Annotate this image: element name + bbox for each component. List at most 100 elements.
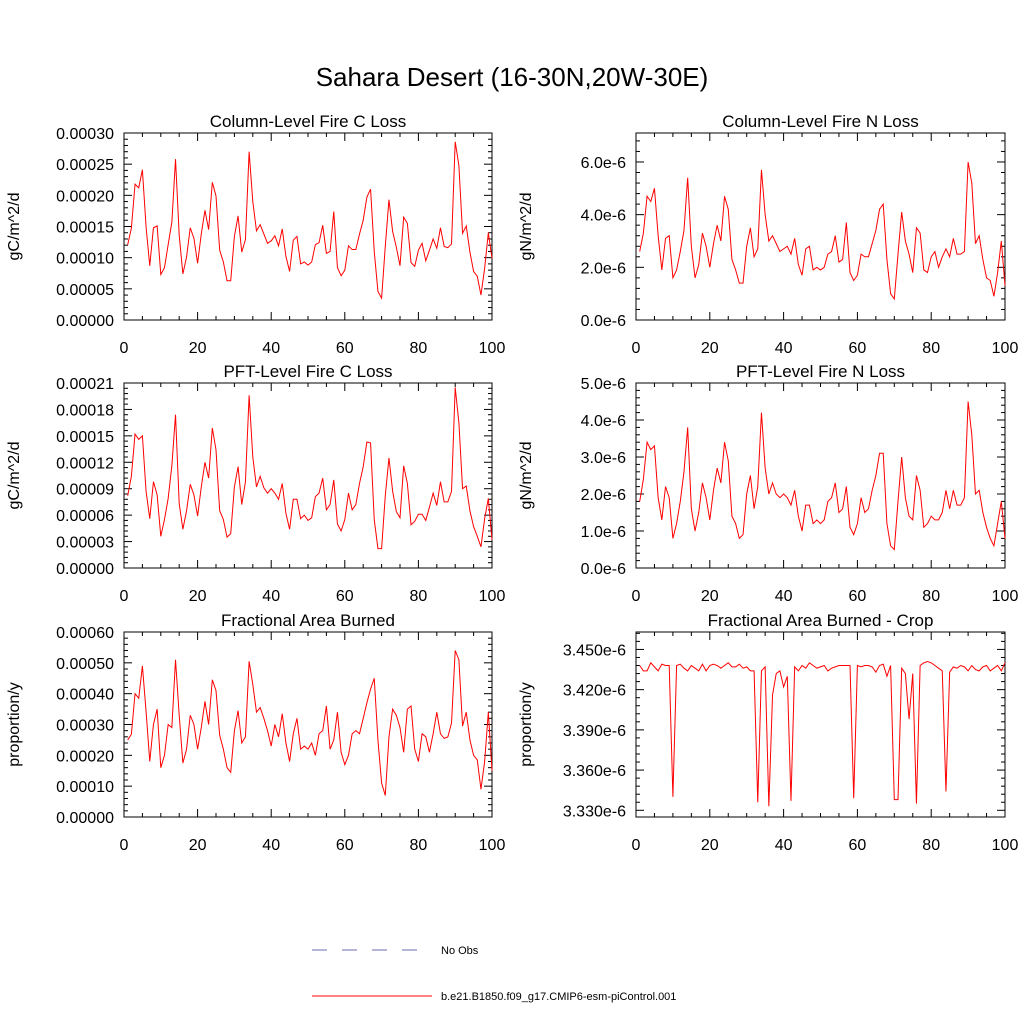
x-tick-label: 20 bbox=[189, 588, 207, 605]
series-line-1 bbox=[127, 387, 493, 550]
x-tick-label: 0 bbox=[632, 340, 641, 357]
y-tick-label: 0.00012 bbox=[56, 455, 114, 472]
y-tick-label: 0.0e-6 bbox=[581, 561, 626, 578]
y-tick-label: 3.390e-6 bbox=[563, 723, 626, 740]
chart-panel-6: Fractional Area Burned - Crop 0 20 40 60 80 10… bbox=[518, 611, 1018, 854]
y-tick-label: 3.330e-6 bbox=[563, 803, 626, 820]
legend-label: b.e21.B1850.f09_g17.CMIP6-esm-piControl.… bbox=[441, 991, 676, 1003]
y-tick-label: 3.420e-6 bbox=[563, 683, 626, 700]
panel-title: Column-Level Fire C Loss bbox=[210, 112, 407, 131]
x-tick-label: 60 bbox=[849, 588, 867, 605]
y-tick-label: 0.00021 bbox=[56, 376, 114, 393]
x-tick-label: 80 bbox=[922, 837, 940, 854]
series-line-1 bbox=[639, 660, 1006, 807]
x-tick-label: 60 bbox=[336, 340, 354, 357]
series-line-1 bbox=[639, 401, 1006, 551]
y-tick-label: 0.00000 bbox=[56, 561, 114, 578]
panel-title: PFT-Level Fire N Loss bbox=[736, 362, 905, 381]
x-tick-label: 40 bbox=[262, 340, 280, 357]
plot-frame bbox=[635, 132, 1006, 321]
y-tick-label: 0.00025 bbox=[56, 157, 114, 174]
x-tick-label: 0 bbox=[120, 588, 129, 605]
chart-panel-3: PFT-Level Fire C Loss 0 20 40 60 80 100 0.00000… bbox=[6, 362, 505, 605]
y-axis-label: proportion/y bbox=[6, 682, 23, 767]
x-tick-label: 40 bbox=[262, 588, 280, 605]
y-axis-label: gC/m^2/d bbox=[6, 193, 23, 261]
plot-frame bbox=[635, 631, 1006, 818]
y-tick-label: 1.0e-6 bbox=[581, 524, 626, 541]
x-tick-label: 20 bbox=[701, 837, 719, 854]
x-tick-label: 100 bbox=[479, 340, 506, 357]
y-tick-label: 0.00020 bbox=[56, 188, 114, 205]
x-tick-label: 60 bbox=[336, 837, 354, 854]
y-tick-label: 5.0e-6 bbox=[581, 376, 626, 393]
y-tick-label: 0.00015 bbox=[56, 429, 114, 446]
x-tick-label: 100 bbox=[992, 340, 1019, 357]
y-tick-label: 0.00040 bbox=[56, 687, 114, 704]
x-tick-label: 40 bbox=[775, 837, 793, 854]
y-tick-label: 0.00000 bbox=[56, 810, 114, 827]
series-line-1 bbox=[127, 141, 493, 300]
x-tick-label: 20 bbox=[701, 588, 719, 605]
y-tick-label: 0.00050 bbox=[56, 656, 114, 673]
plot-frame bbox=[635, 382, 1006, 569]
x-tick-label: 80 bbox=[922, 588, 940, 605]
y-tick-label: 3.450e-6 bbox=[563, 642, 626, 659]
chart-panel-4: PFT-Level Fire N Loss 0 20 40 60 80 100 0.0e-6 1… bbox=[518, 362, 1018, 605]
y-tick-label: 0.00003 bbox=[56, 535, 114, 552]
x-tick-label: 60 bbox=[849, 837, 867, 854]
figure-title: Sahara Desert (16-30N,20W-30E) bbox=[316, 62, 709, 92]
x-tick-label: 20 bbox=[701, 340, 719, 357]
series-line-1 bbox=[639, 161, 1006, 301]
panel-title: Fractional Area Burned bbox=[221, 611, 395, 630]
y-tick-label: 0.00030 bbox=[56, 126, 114, 143]
y-tick-label: 4.0e-6 bbox=[581, 208, 626, 225]
chart-panel-2: Column-Level Fire N Loss 0 20 40 60 80 100 0.0e… bbox=[518, 112, 1018, 357]
y-tick-label: 6.0e-6 bbox=[581, 155, 626, 172]
chart-panel-1: Column-Level Fire C Loss 0 20 40 60 80 100 0.00… bbox=[6, 112, 505, 357]
x-tick-label: 0 bbox=[120, 837, 129, 854]
x-tick-label: 80 bbox=[922, 340, 940, 357]
x-tick-label: 60 bbox=[336, 588, 354, 605]
x-tick-label: 80 bbox=[410, 588, 428, 605]
y-tick-label: 4.0e-6 bbox=[581, 413, 626, 430]
chart-panel-5: Fractional Area Burned 0 20 40 60 80 100 0.0000… bbox=[6, 611, 505, 854]
y-tick-label: 0.00020 bbox=[56, 748, 114, 765]
panel-title: Column-Level Fire N Loss bbox=[722, 112, 919, 131]
y-tick-label: 0.00009 bbox=[56, 482, 114, 499]
y-tick-label: 2.0e-6 bbox=[581, 487, 626, 504]
y-axis-label: gC/m^2/d bbox=[6, 442, 23, 510]
x-tick-label: 60 bbox=[849, 340, 867, 357]
x-tick-label: 40 bbox=[775, 588, 793, 605]
x-tick-label: 80 bbox=[410, 837, 428, 854]
plot-frame bbox=[123, 631, 493, 818]
y-tick-label: 0.00018 bbox=[56, 402, 114, 419]
legend-entry-2: b.e21.B1850.f09_g17.CMIP6-esm-piControl.… bbox=[312, 991, 676, 1003]
y-tick-label: 0.00060 bbox=[56, 625, 114, 642]
panels: Column-Level Fire C Loss 0 20 40 60 80 100 0.00… bbox=[6, 112, 1018, 854]
y-tick-label: 0.00010 bbox=[56, 251, 114, 268]
x-tick-label: 40 bbox=[775, 340, 793, 357]
y-axis-label: gN/m^2/d bbox=[518, 193, 535, 261]
y-tick-label: 0.00005 bbox=[56, 282, 114, 299]
y-tick-label: 0.00006 bbox=[56, 508, 114, 525]
y-tick-label: 0.00030 bbox=[56, 718, 114, 735]
y-tick-label: 3.0e-6 bbox=[581, 450, 626, 467]
x-tick-label: 100 bbox=[479, 837, 506, 854]
x-tick-label: 20 bbox=[189, 837, 207, 854]
x-tick-label: 0 bbox=[120, 340, 129, 357]
y-tick-label: 0.00015 bbox=[56, 220, 114, 237]
x-tick-label: 80 bbox=[410, 340, 428, 357]
y-tick-label: 0.00010 bbox=[56, 779, 114, 796]
y-tick-label: 0.00000 bbox=[56, 313, 114, 330]
plot-frame bbox=[123, 382, 493, 569]
legend: No Obs b.e21.B1850.f09_g17.CMIP6-esm-piCo… bbox=[312, 945, 676, 1003]
x-tick-label: 100 bbox=[992, 588, 1019, 605]
x-tick-label: 100 bbox=[479, 588, 506, 605]
x-tick-label: 0 bbox=[632, 588, 641, 605]
x-tick-label: 20 bbox=[189, 340, 207, 357]
panel-title: PFT-Level Fire C Loss bbox=[223, 362, 392, 381]
y-axis-label: gN/m^2/d bbox=[518, 442, 535, 510]
series-line-1 bbox=[127, 650, 493, 796]
